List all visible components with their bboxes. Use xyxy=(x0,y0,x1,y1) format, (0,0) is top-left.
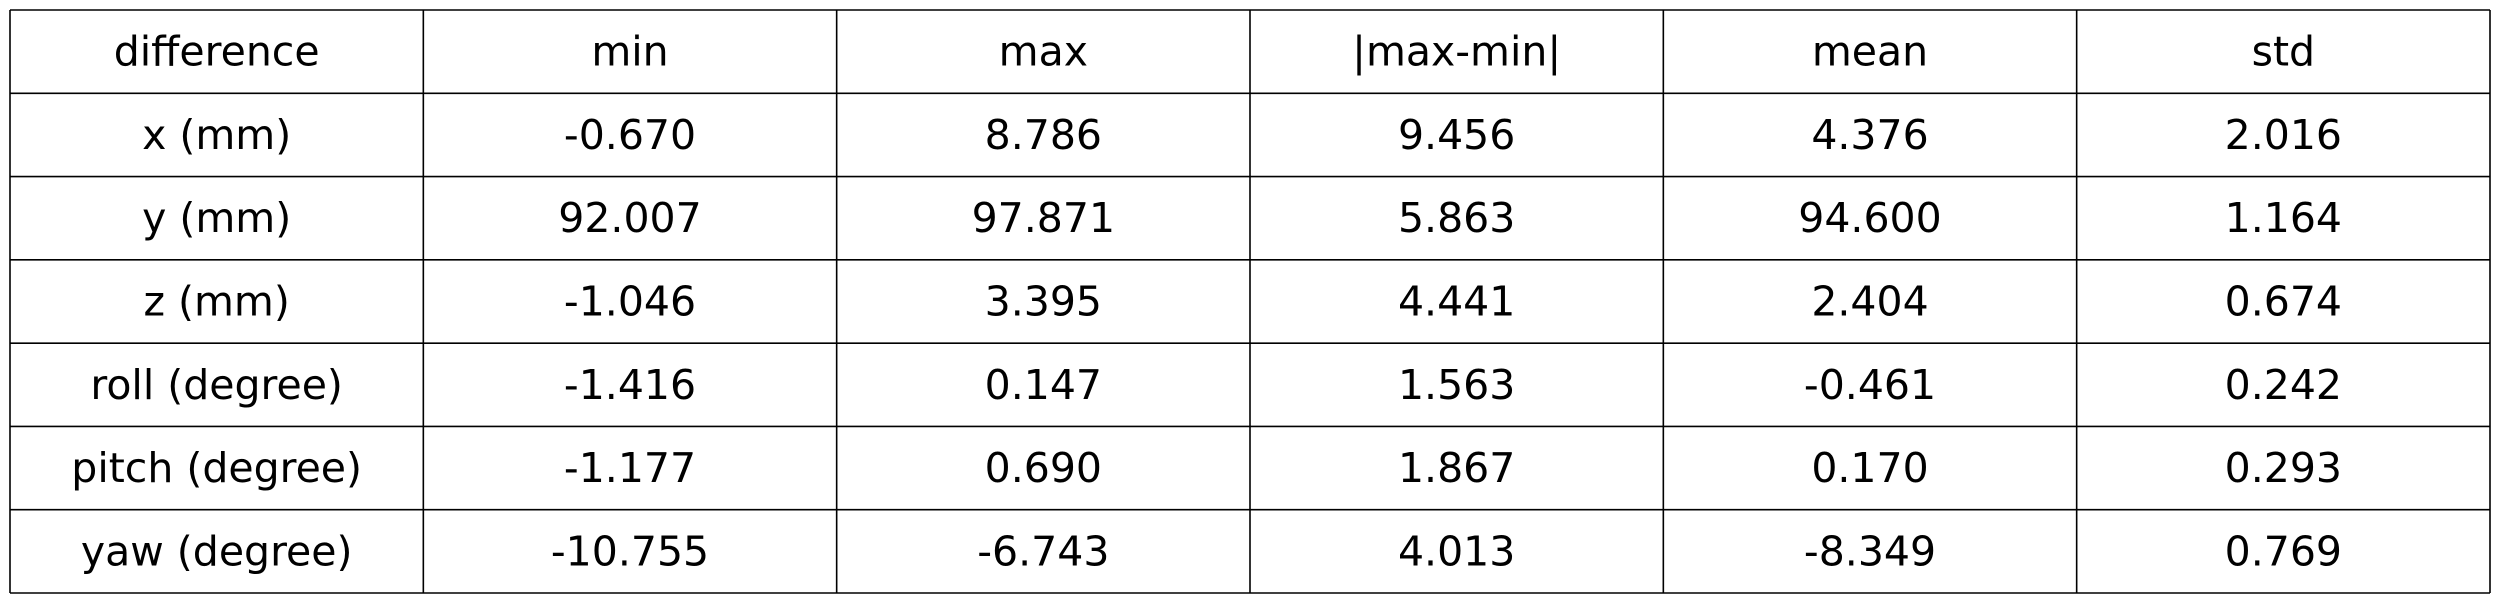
row-label: y (mm) xyxy=(142,194,291,242)
column-header: max xyxy=(999,28,1088,76)
table-cell: 92.007 xyxy=(558,194,701,242)
row-label: pitch (degree) xyxy=(71,444,362,492)
column-header: std xyxy=(2252,28,2315,76)
table-cell: 0.242 xyxy=(2225,361,2342,409)
table-cell: 1.563 xyxy=(1398,361,1515,409)
table-cell: 8.786 xyxy=(985,111,1102,159)
table-cell: -6.743 xyxy=(977,527,1109,575)
table-cell: -1.177 xyxy=(564,444,696,492)
table-cell: 0.690 xyxy=(985,444,1102,492)
row-label: z (mm) xyxy=(143,278,289,326)
table-cell: -8.349 xyxy=(1804,527,1936,575)
table-cell: 4.376 xyxy=(1811,111,1928,159)
table-cell: -1.046 xyxy=(564,278,696,326)
column-header: |max-min| xyxy=(1352,28,1561,76)
table-cell: 0.674 xyxy=(2225,278,2342,326)
column-header: difference xyxy=(114,28,320,76)
row-label: roll (degree) xyxy=(90,361,343,409)
row-label: x (mm) xyxy=(142,111,291,159)
table-cell: 0.170 xyxy=(1811,444,1928,492)
table-cell: 4.013 xyxy=(1398,527,1515,575)
row-label: yaw (degree) xyxy=(81,527,353,575)
table-cell: 2.404 xyxy=(1811,278,1928,326)
table-cell: -1.416 xyxy=(564,361,696,409)
table-cell: 1.867 xyxy=(1398,444,1515,492)
table-cell: -0.461 xyxy=(1804,361,1936,409)
table-cell: -0.670 xyxy=(564,111,696,159)
table-cell: 0.293 xyxy=(2225,444,2342,492)
table-cell: 4.441 xyxy=(1398,278,1515,326)
table-cell: 94.600 xyxy=(1798,194,1941,242)
table-cell: 0.147 xyxy=(985,361,1102,409)
table-cell: 0.769 xyxy=(2225,527,2342,575)
table-cell: 2.016 xyxy=(2225,111,2342,159)
table-cell: 5.863 xyxy=(1398,194,1515,242)
table-cell: 97.871 xyxy=(972,194,1115,242)
table-cell: -10.755 xyxy=(551,527,709,575)
table-cell: 1.164 xyxy=(2225,194,2342,242)
table-cell: 9.456 xyxy=(1398,111,1515,159)
column-header: min xyxy=(591,28,668,76)
column-header: mean xyxy=(1812,28,1928,76)
table-cell: 3.395 xyxy=(985,278,1102,326)
